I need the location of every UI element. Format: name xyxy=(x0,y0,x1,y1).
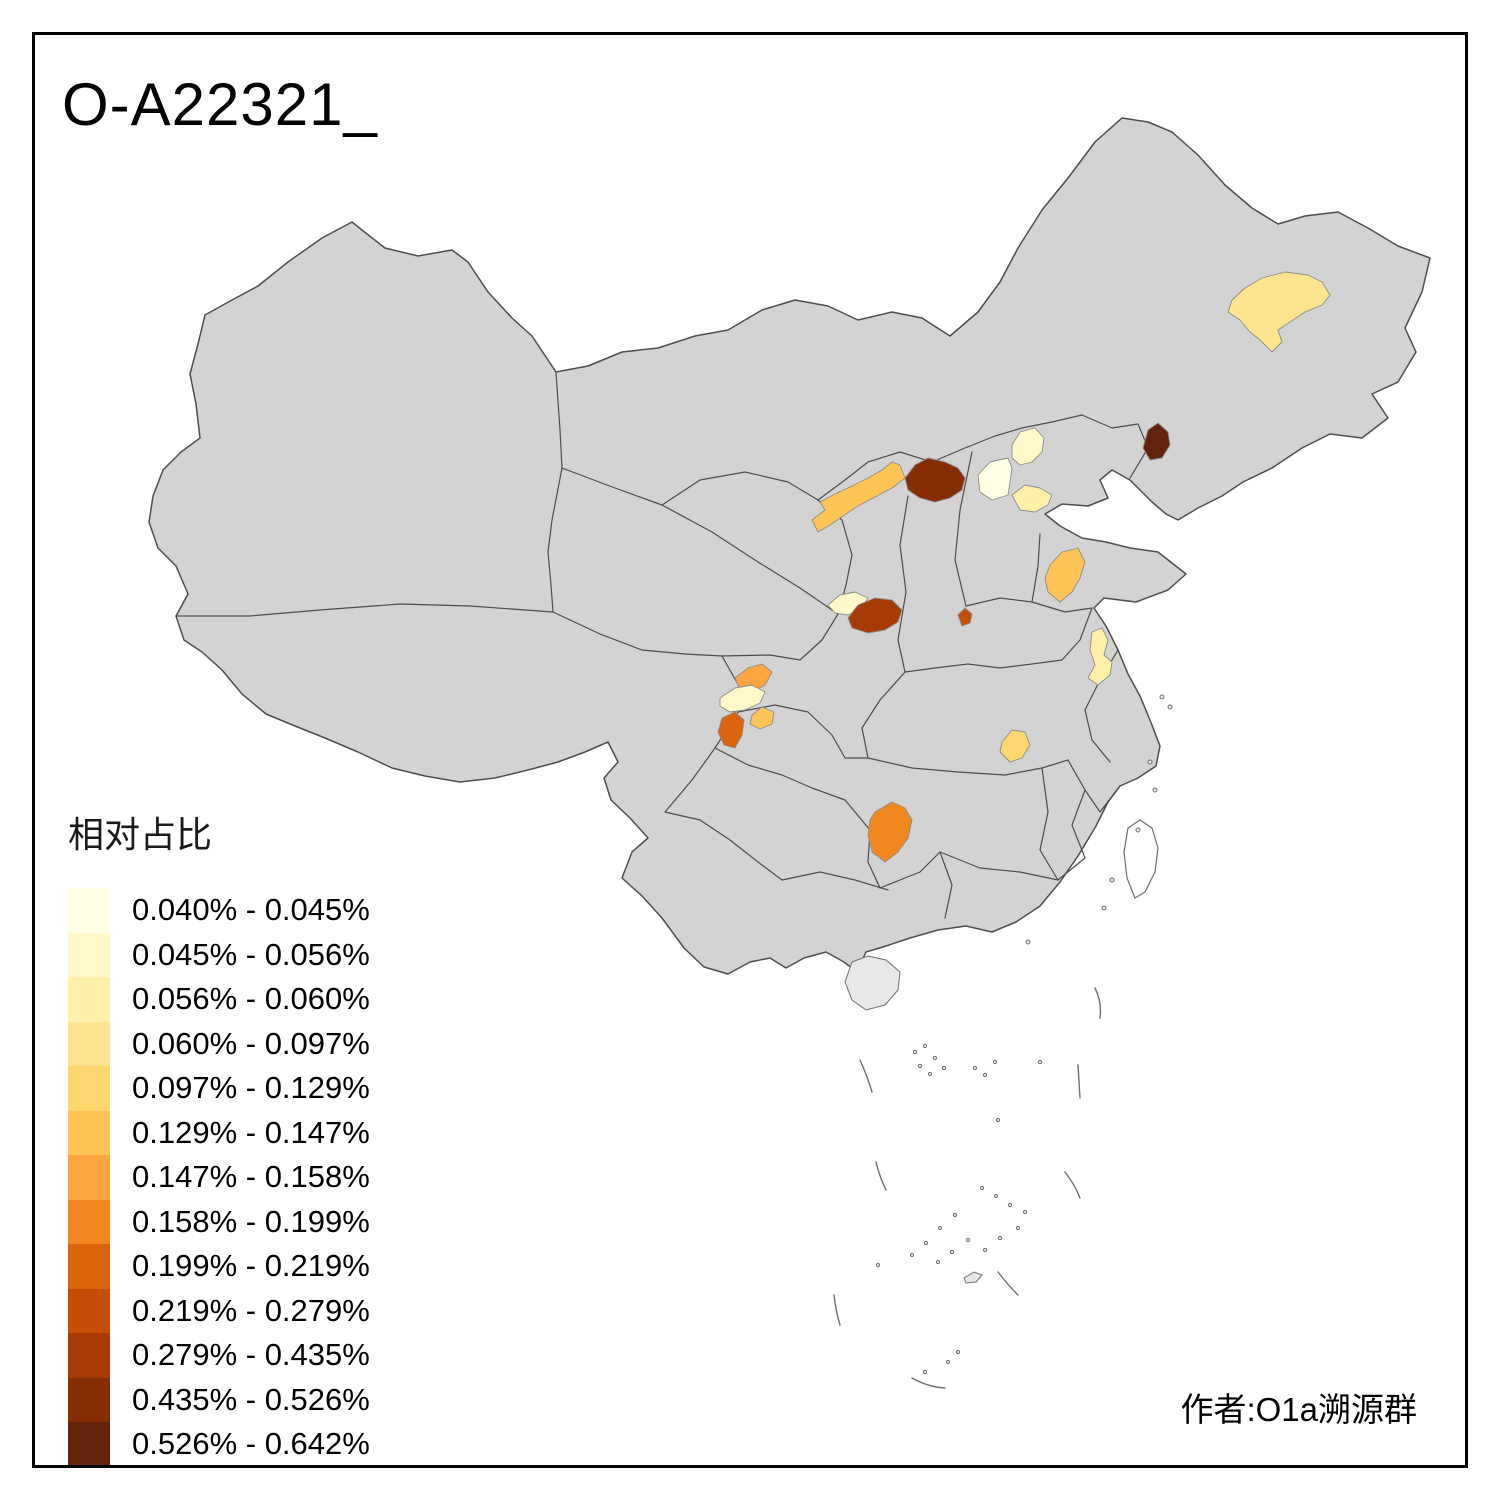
legend-swatch xyxy=(68,1244,110,1289)
legend-label: 0.158% - 0.199% xyxy=(132,1203,370,1239)
legend-row: 0.045% - 0.056% xyxy=(68,932,370,977)
nine-dash-line xyxy=(833,987,1102,1389)
legend-row: 0.219% - 0.279% xyxy=(68,1288,370,1333)
map-region-inner-mongolia-central xyxy=(904,457,966,503)
south-sea-islet xyxy=(963,1271,983,1284)
legend-swatch xyxy=(68,1021,110,1066)
legend-row: 0.279% - 0.435% xyxy=(68,1333,370,1378)
map-region-hebei-east xyxy=(1011,484,1053,513)
legend-swatch xyxy=(68,1377,110,1422)
attribution-text: 作者:O1a溯源群 xyxy=(1180,1391,1417,1428)
map-region-hubei-central xyxy=(999,729,1031,763)
legend-row: 0.060% - 0.097% xyxy=(68,1021,370,1066)
page-title: O-A22321_ xyxy=(62,71,378,138)
legend-title: 相对占比 xyxy=(68,814,213,855)
map-region-beijing-area xyxy=(1011,427,1045,466)
map-region-shaanxi-central xyxy=(847,597,903,634)
china-mainland xyxy=(148,117,1431,975)
province-boundaries xyxy=(175,371,1149,919)
legend-row: 0.158% - 0.199% xyxy=(68,1199,370,1244)
map-region-inner-mongolia-west xyxy=(811,461,906,533)
map-region-sichuan-south xyxy=(749,706,775,730)
map-region-heilongjiang-blob xyxy=(1227,271,1331,353)
legend-label: 0.199% - 0.219% xyxy=(132,1248,370,1284)
map-region-jiangsu-north-strip xyxy=(1087,627,1113,686)
legend-label: 0.219% - 0.279% xyxy=(132,1292,370,1328)
legend-row: 0.056% - 0.060% xyxy=(68,977,370,1022)
legend-row: 0.526% - 0.642% xyxy=(68,1422,370,1467)
legend-row: 0.097% - 0.129% xyxy=(68,1066,370,1111)
legend: 相对占比 0.040% - 0.045% 0.045% - 0.056% 0.0… xyxy=(68,806,370,1467)
map-region-henan-west-small xyxy=(957,607,973,627)
legend-label: 0.279% - 0.435% xyxy=(132,1337,370,1373)
plot-frame xyxy=(32,32,1468,1468)
legend-label: 0.045% - 0.056% xyxy=(132,936,370,972)
legend-swatch xyxy=(68,977,110,1022)
legend-swatch xyxy=(68,1155,110,1200)
legend-row: 0.040% - 0.045% xyxy=(68,888,370,933)
map-region-liaoning-west xyxy=(1142,422,1171,461)
map-region-sichuan-southwest xyxy=(717,711,745,749)
taiwan-island xyxy=(1123,819,1159,899)
legend-label: 0.129% - 0.147% xyxy=(132,1114,370,1150)
legend-swatch xyxy=(68,1110,110,1155)
legend-swatch xyxy=(68,1333,110,1378)
legend-label: 0.526% - 0.642% xyxy=(132,1426,370,1462)
legend-row: 0.147% - 0.158% xyxy=(68,1155,370,1200)
legend-swatch xyxy=(68,1288,110,1333)
legend-label: 0.056% - 0.060% xyxy=(132,981,370,1017)
map-region-sichuan-central xyxy=(719,684,766,713)
legend-row: 0.129% - 0.147% xyxy=(68,1110,370,1155)
islands xyxy=(844,694,1173,1375)
legend-swatch xyxy=(68,932,110,977)
legend-swatch xyxy=(68,1422,110,1467)
legend-row: 0.199% - 0.219% xyxy=(68,1244,370,1289)
map-region-shandong-central xyxy=(1044,547,1086,603)
legend-label: 0.060% - 0.097% xyxy=(132,1025,370,1061)
hainan-island xyxy=(844,955,901,1011)
legend-swatch xyxy=(68,1199,110,1244)
legend-row: 0.435% - 0.526% xyxy=(68,1377,370,1422)
legend-label: 0.147% - 0.158% xyxy=(132,1159,370,1195)
legend-label: 0.040% - 0.045% xyxy=(132,892,370,928)
legend-swatch xyxy=(68,888,110,933)
legend-swatch xyxy=(68,1066,110,1111)
map-region-hunan-west xyxy=(867,801,913,863)
map-region-hebei-west xyxy=(977,457,1013,501)
legend-label: 0.097% - 0.129% xyxy=(132,1070,370,1106)
legend-label: 0.435% - 0.526% xyxy=(132,1381,370,1417)
highlighted-regions xyxy=(717,271,1331,863)
